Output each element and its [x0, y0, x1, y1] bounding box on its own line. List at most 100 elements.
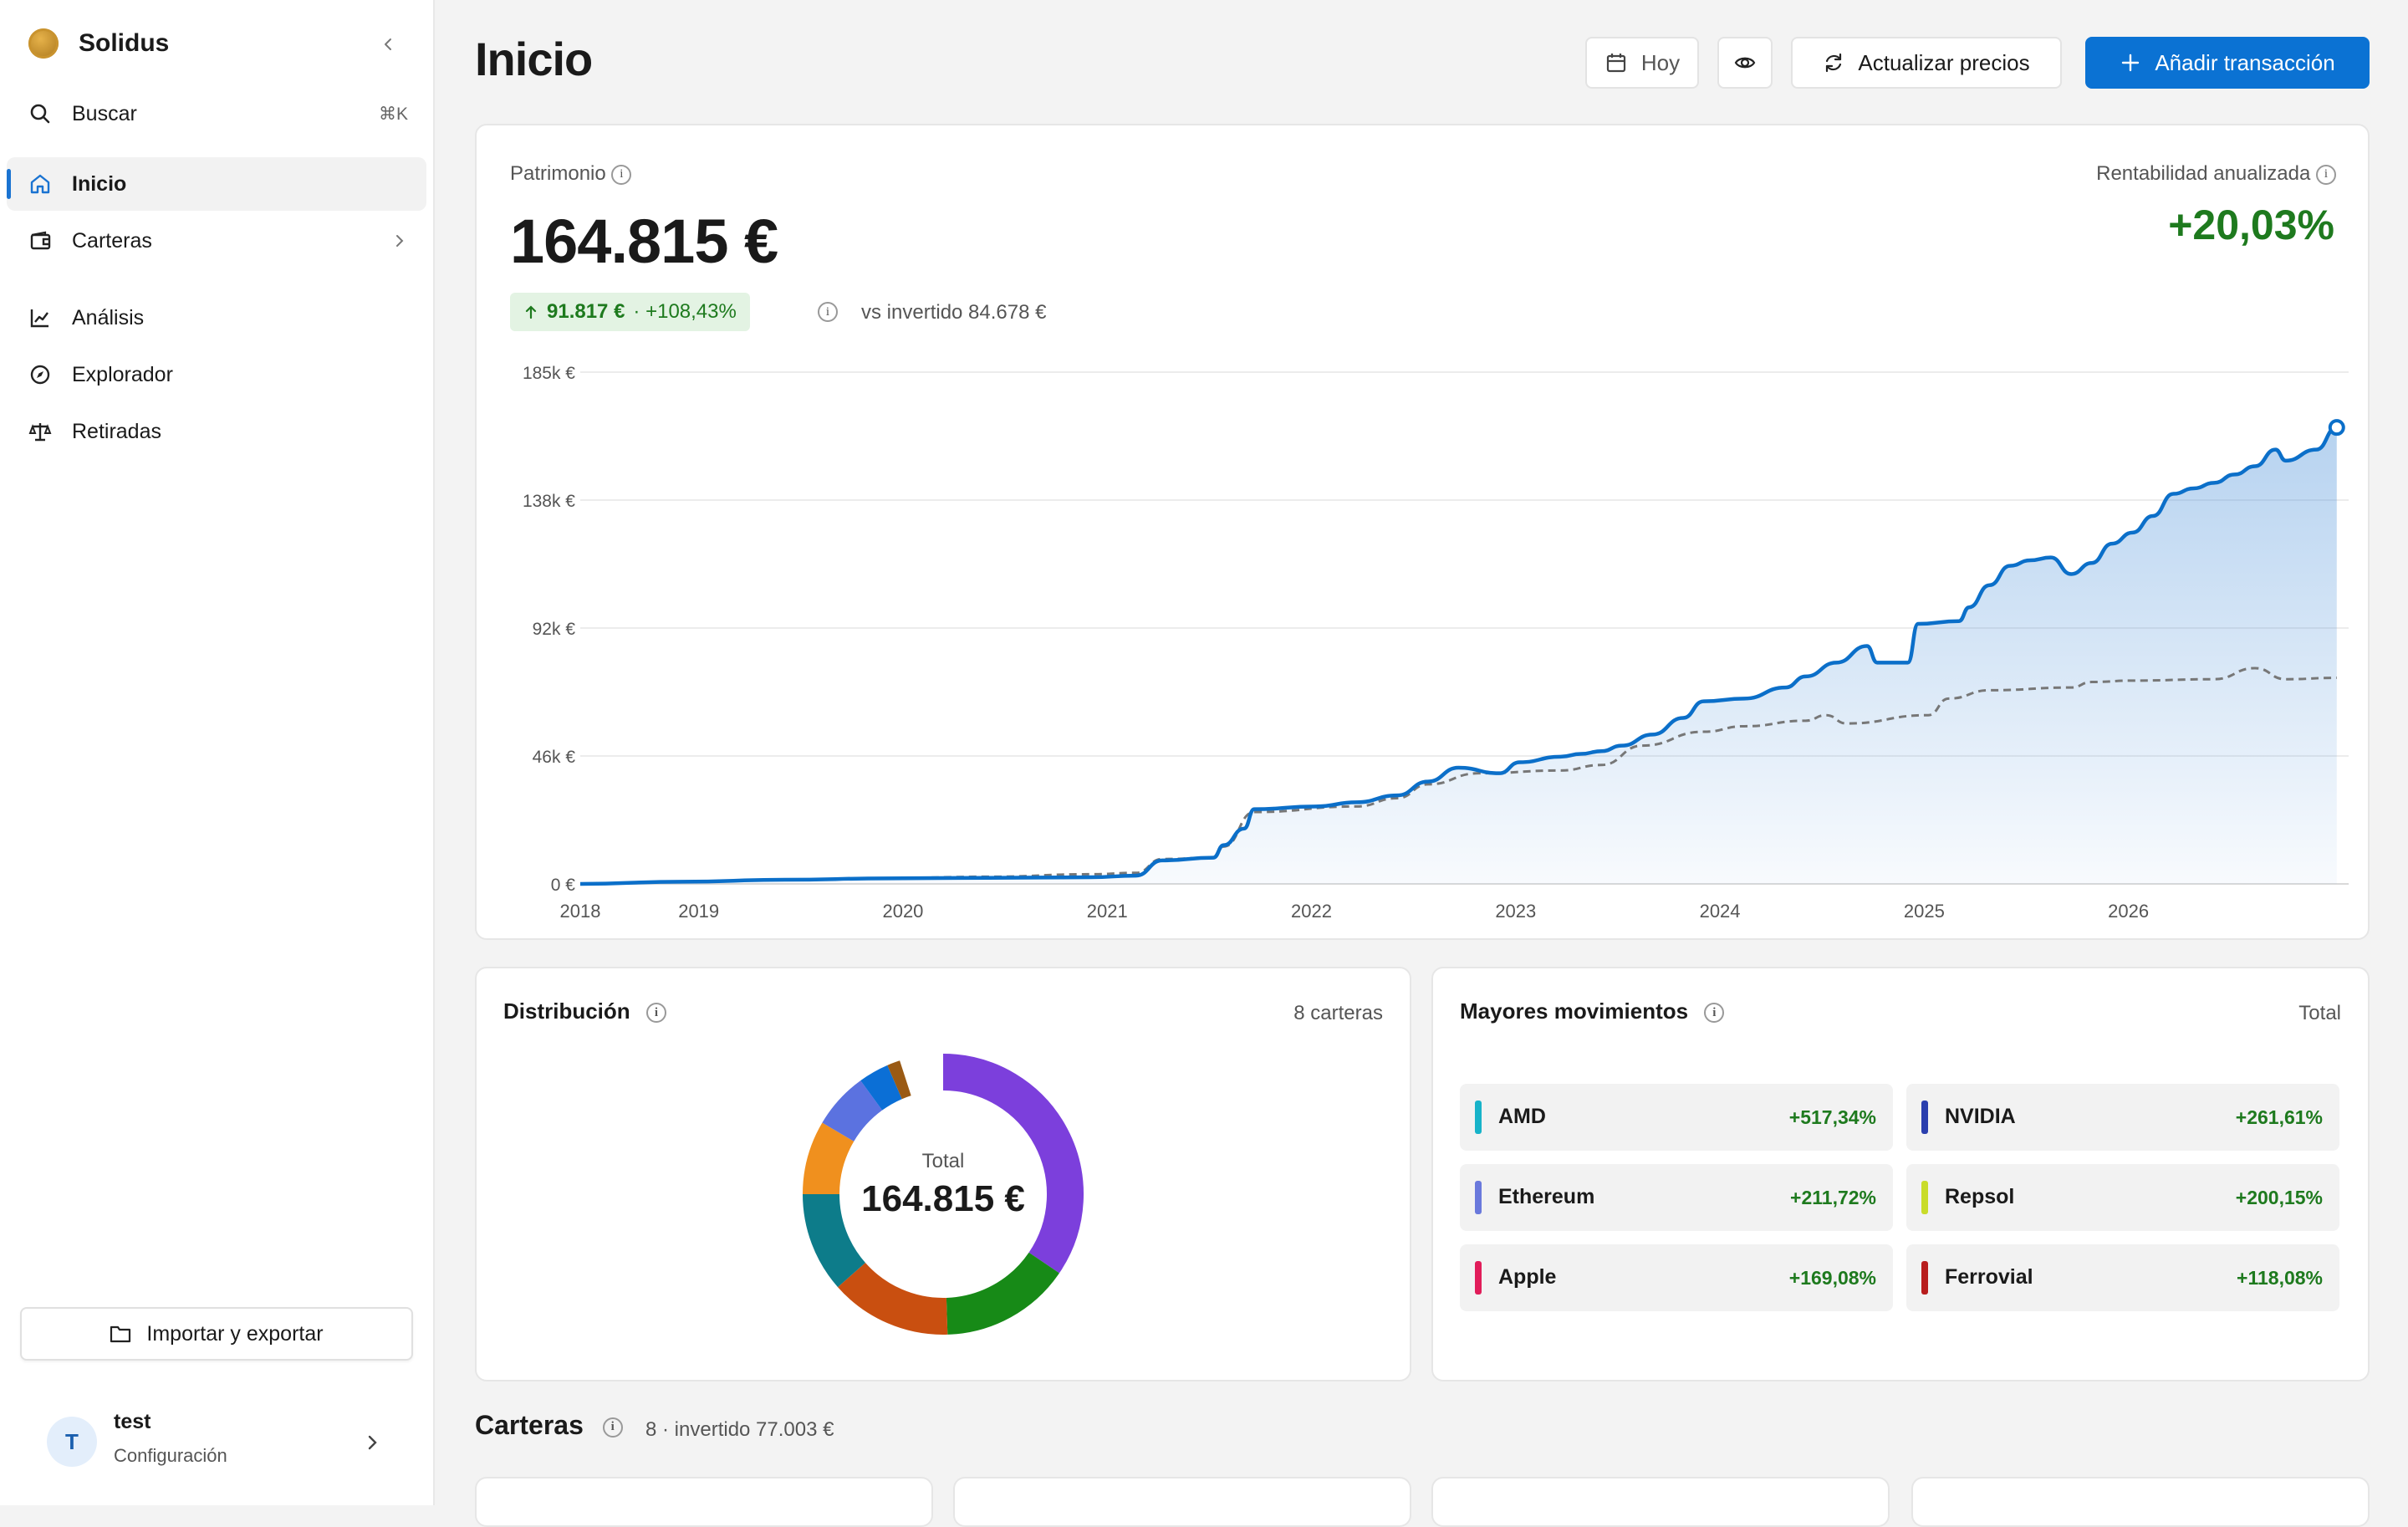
user-subtitle: Configuración	[114, 1445, 227, 1466]
add-transaction-label: Añadir transacción	[2155, 49, 2335, 75]
donut-slice[interactable]	[887, 1060, 911, 1100]
movement-item[interactable]: NVIDIA +261,61%	[1906, 1084, 2339, 1151]
donut-slice[interactable]	[803, 1193, 866, 1288]
info-icon[interactable]: i	[818, 302, 838, 322]
home-icon	[30, 174, 50, 194]
info-icon[interactable]: i	[1704, 1003, 1725, 1024]
asset-name: AMD	[1498, 1105, 1546, 1128]
plus-icon	[2122, 54, 2140, 72]
annual-return-value: +20,03%	[2168, 202, 2334, 248]
asset-change: +211,72%	[1790, 1187, 1876, 1208]
refresh-prices-button[interactable]: Actualizar precios	[1791, 37, 2062, 89]
info-icon[interactable]: i	[645, 1003, 666, 1024]
date-button[interactable]: Hoy	[1585, 37, 1699, 89]
donut-slice[interactable]	[942, 1054, 1084, 1274]
asset-change: +517,34%	[1788, 1106, 1876, 1128]
page-title: Inicio	[475, 33, 593, 85]
donut-slice[interactable]	[822, 1080, 883, 1142]
date-label: Hoy	[1640, 49, 1681, 75]
chevron-right-icon	[396, 235, 404, 247]
sidebar-item-label: Explorador	[72, 362, 173, 386]
info-icon[interactable]: i	[611, 164, 632, 185]
asset-change: +118,08%	[2237, 1267, 2323, 1289]
sidebar-item-inicio[interactable]: Inicio	[7, 157, 426, 211]
sidebar: Solidus Buscar ⌘K Inicio Carteras Anális…	[0, 0, 435, 1505]
asset-name: NVIDIA	[1945, 1105, 2016, 1128]
sidebar-item-retiradas[interactable]: Retiradas	[7, 405, 426, 458]
sidebar-item-label: Inicio	[72, 171, 127, 196]
y-tick-label: 185k €	[523, 364, 575, 383]
add-transaction-button[interactable]: Añadir transacción	[2085, 37, 2370, 89]
wealth-chart[interactable]: 185k € 138k € 92k € 46k € 0 € 2018 2019 2020 20…	[477, 351, 2368, 928]
scale-icon	[28, 423, 52, 442]
asset-name: Ferrovial	[1945, 1265, 2033, 1289]
donut-slice[interactable]	[837, 1262, 948, 1335]
folder-icon	[110, 1325, 131, 1343]
search-button[interactable]: Buscar ⌘K	[7, 87, 426, 140]
movements-title: Mayores movimientos	[1460, 998, 1689, 1024]
value-area	[580, 427, 2337, 884]
portfolio-card[interactable]	[1911, 1477, 2370, 1527]
movement-item[interactable]: Apple +169,08%	[1460, 1244, 1893, 1311]
collapse-sidebar-button[interactable]	[375, 30, 403, 59]
portfolio-card[interactable]	[475, 1477, 933, 1527]
toggle-visibility-button[interactable]	[1717, 37, 1773, 89]
gain-badge: 91.817 € · +108,43%	[510, 293, 750, 331]
portfolio-count: 8 carteras	[1293, 1002, 1383, 1024]
wallet-icon	[30, 231, 51, 250]
asset-change: +261,61%	[2235, 1106, 2323, 1128]
y-tick-label: 0 €	[551, 876, 576, 895]
line-chart-icon	[30, 309, 48, 328]
x-tick-label: 2018	[560, 901, 601, 922]
sidebar-item-label: Análisis	[72, 305, 145, 329]
portfolios-title-row: Carteras i	[475, 1410, 623, 1441]
search-label: Buscar	[72, 101, 137, 125]
movement-item[interactable]: Ferrovial +118,08%	[1906, 1244, 2339, 1311]
info-icon[interactable]: i	[2316, 164, 2336, 185]
sidebar-item-analisis[interactable]: Análisis	[7, 291, 426, 345]
asset-name: Ethereum	[1498, 1185, 1595, 1208]
chevron-right-icon	[368, 1435, 377, 1450]
movements-filter[interactable]: Total	[2298, 1002, 2341, 1024]
color-marker	[1921, 1101, 1928, 1134]
x-tick-label: 2024	[1700, 901, 1741, 922]
value-line	[579, 425, 2338, 886]
current-value-marker[interactable]	[2328, 419, 2345, 437]
movements-card: Mayores movimientos i Total AMD +517,34%…	[1431, 967, 2370, 1381]
brand[interactable]: Solidus	[28, 27, 169, 60]
x-tick-label: 2023	[1495, 901, 1536, 922]
compass-icon	[30, 365, 50, 385]
calendar-icon	[1606, 54, 1625, 73]
donut-slice[interactable]	[803, 1122, 855, 1195]
x-tick-label: 2020	[882, 901, 923, 922]
search-shortcut: ⌘K	[378, 104, 408, 124]
sidebar-item-explorador[interactable]: Explorador	[7, 348, 426, 401]
portfolios-title: Carteras	[475, 1410, 584, 1440]
asset-name: Apple	[1498, 1265, 1557, 1289]
vs-invested: vs invertido 84.678 €	[861, 301, 1047, 324]
color-marker	[1921, 1181, 1928, 1214]
import-export-button[interactable]: Importar y exportar	[20, 1307, 413, 1361]
distribution-title-row: Distribución i	[503, 998, 666, 1024]
y-tick-label: 92k €	[533, 620, 576, 639]
refresh-label: Actualizar precios	[1858, 49, 2030, 75]
donut-slice[interactable]	[860, 1065, 903, 1111]
user-name: test	[114, 1410, 151, 1433]
user-settings[interactable]: T test Configuración	[18, 1385, 420, 1485]
movement-item[interactable]: Ethereum +211,72%	[1460, 1164, 1893, 1231]
distribution-donut[interactable]: Total 164.815 €	[776, 1027, 1110, 1361]
portfolio-card[interactable]	[1431, 1477, 1890, 1527]
portfolio-card[interactable]	[953, 1477, 1411, 1527]
color-marker	[1475, 1261, 1482, 1295]
movement-item[interactable]: Repsol +200,15%	[1906, 1164, 2339, 1231]
movements-title-row: Mayores movimientos i	[1460, 998, 1725, 1024]
refresh-icon	[1826, 53, 1842, 73]
wealth-card: Patrimonio i 164.815 € 91.817 € · +108,4…	[475, 124, 2370, 940]
annual-return-label-row: Rentabilidad anualizada i	[2096, 162, 2336, 186]
active-indicator	[7, 169, 11, 199]
donut-slice[interactable]	[946, 1252, 1059, 1335]
sidebar-item-carteras[interactable]: Carteras	[7, 214, 426, 268]
asset-change: +169,08%	[1788, 1267, 1876, 1289]
movement-item[interactable]: AMD +517,34%	[1460, 1084, 1893, 1151]
info-icon[interactable]: i	[602, 1417, 623, 1438]
